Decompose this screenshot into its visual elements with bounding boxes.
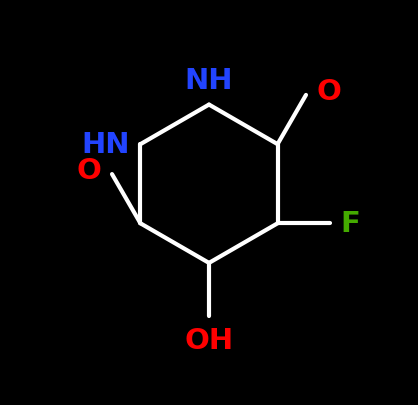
Text: OH: OH [184, 326, 234, 354]
Text: F: F [341, 210, 360, 238]
Text: O: O [316, 78, 341, 106]
Text: NH: NH [185, 67, 233, 95]
Text: HN: HN [82, 131, 130, 159]
Text: O: O [77, 157, 102, 185]
